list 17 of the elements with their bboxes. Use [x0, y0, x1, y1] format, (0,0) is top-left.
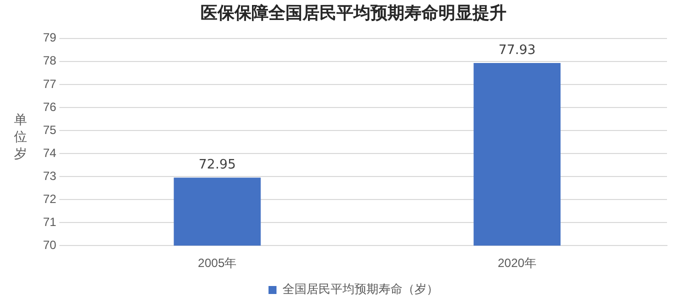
- y-tick-label: 79: [42, 30, 57, 45]
- x-tick-label: 2005年: [198, 256, 237, 270]
- data-label: 77.93: [498, 42, 536, 58]
- y-tick-label: 78: [42, 54, 57, 68]
- y-axis-title: 单位岁: [14, 112, 28, 163]
- y-tick-label: 72: [42, 192, 57, 206]
- y-tick-label: 75: [42, 122, 57, 137]
- y-tick-label: 70: [42, 238, 57, 252]
- x-tick-label: 2020年: [498, 256, 536, 270]
- y-tick-label: 73: [42, 168, 57, 183]
- legend-label: 全国居民平均预期寿命（岁）: [282, 282, 438, 296]
- y-tick-label: 74: [42, 146, 57, 160]
- data-label: 72.95: [198, 158, 236, 173]
- chart-title: 医保保障全国居民平均预期寿命明显提升: [200, 4, 506, 24]
- y-tick-label: 71: [42, 214, 57, 229]
- y-tick-label: 77: [42, 76, 57, 91]
- y-tick-label: 76: [42, 100, 57, 114]
